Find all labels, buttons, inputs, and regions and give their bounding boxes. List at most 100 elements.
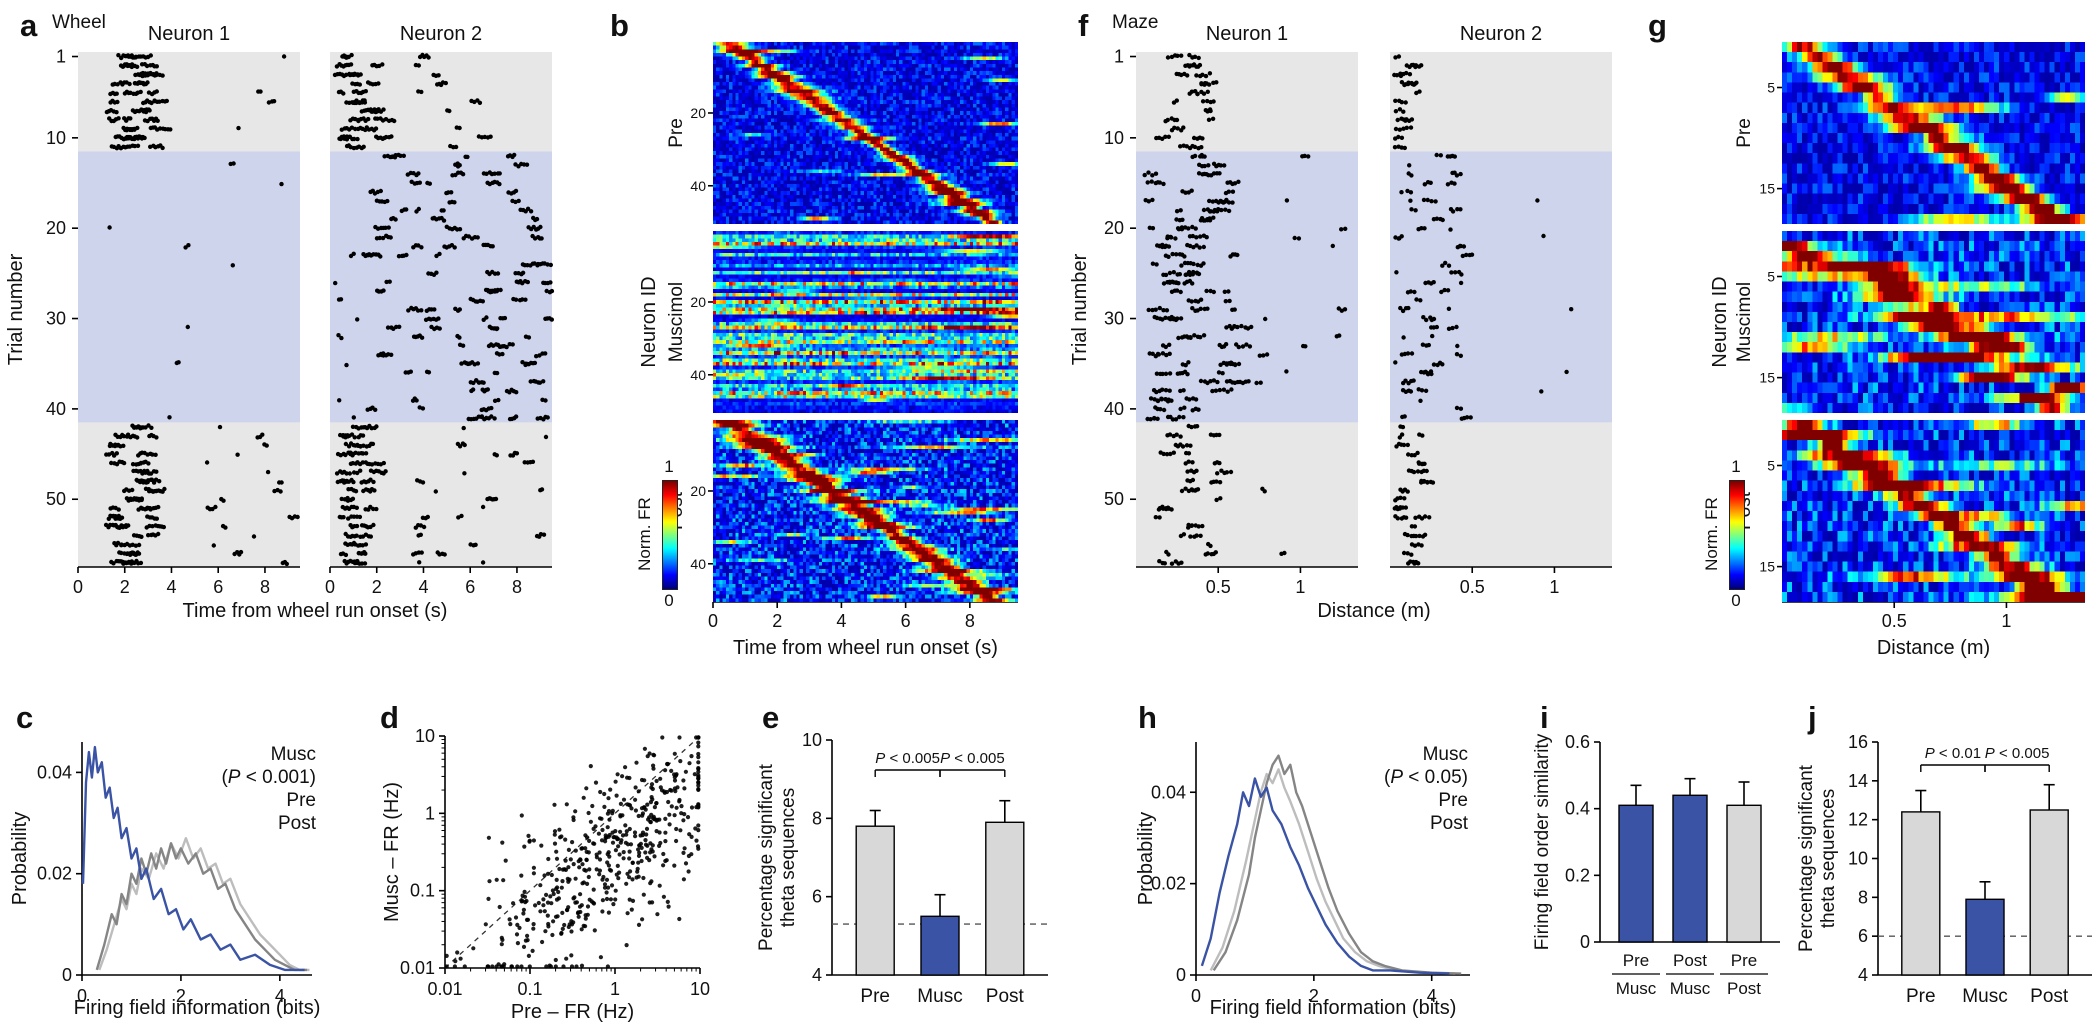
colorbar-label: Norm. FR (1702, 497, 1721, 571)
scatter-point (581, 795, 586, 800)
y-tick-label: 0.02 (37, 864, 72, 884)
scatter-point (522, 889, 527, 895)
spike-dot (115, 540, 121, 546)
scatter-point (559, 885, 564, 890)
panel-label-d: d (380, 700, 399, 735)
spike-dot (1194, 487, 1199, 493)
spike-dot (1569, 307, 1574, 312)
x-tick-label: 6 (213, 577, 223, 597)
scatter-point (574, 964, 579, 969)
spike-dot (116, 53, 121, 58)
spike-dot (1189, 299, 1194, 304)
spike-dot (354, 523, 360, 529)
spike-dot (1175, 444, 1181, 449)
spike-dot (1188, 335, 1193, 340)
scatter-point (650, 786, 655, 792)
spike-dot (362, 100, 368, 105)
scatter-point (640, 811, 646, 816)
spike-dot (1211, 378, 1217, 383)
colorbar-min: 0 (1731, 591, 1740, 610)
spike-dot (457, 335, 462, 340)
spike-dot (1190, 460, 1195, 465)
spike-dot (1454, 324, 1459, 330)
spike-dot (1414, 297, 1419, 302)
spike-dot (116, 116, 121, 121)
y-tick-label: 10 (1848, 849, 1868, 869)
scatter-point (584, 857, 589, 862)
spike-dot (1412, 81, 1418, 87)
pair-label-bottom: Post (1727, 979, 1761, 998)
spike-dot (489, 414, 494, 419)
spike-dot (135, 143, 141, 148)
y-tick-label: 12 (1848, 810, 1868, 830)
spike-dot (1210, 199, 1216, 204)
scatter-point (531, 871, 537, 876)
spike-dot (1213, 388, 1219, 393)
spike-dot (414, 398, 419, 403)
scatter-point (569, 919, 574, 924)
spike-dot (1405, 351, 1411, 356)
scatter-point (444, 953, 449, 959)
spike-dot (528, 209, 534, 214)
spike-dot (1160, 387, 1165, 392)
spike-dot (538, 224, 543, 230)
scatter-point (490, 964, 495, 969)
raster-epoch-musc (78, 151, 300, 423)
spike-dot (1148, 396, 1154, 401)
spike-dot (1454, 352, 1460, 357)
spike-dot (1208, 379, 1213, 384)
spike-dot (1397, 127, 1403, 132)
scatter-point (602, 885, 608, 890)
x-tick-label: 0.5 (1206, 577, 1231, 597)
scatter-point (642, 805, 647, 810)
scatter-point (696, 766, 701, 772)
spike-dot (260, 432, 265, 437)
spike-dot (1446, 306, 1452, 311)
panel-context-wheel: Wheel (52, 12, 106, 33)
scatter-point (696, 760, 701, 765)
spike-dot (278, 489, 283, 494)
scatter-point (553, 964, 558, 969)
scatter-point (486, 896, 491, 902)
scatter-point (564, 802, 569, 807)
y-tick-label: 14 (1848, 771, 1868, 791)
spike-dot (1178, 208, 1183, 213)
spike-dot (1303, 344, 1308, 349)
spike-dot (1396, 54, 1402, 59)
scatter-point (645, 754, 650, 759)
spike-dot (432, 307, 437, 312)
scatter-point (602, 804, 607, 810)
scatter-point (606, 796, 611, 801)
spike-dot (1434, 216, 1440, 221)
scatter-point (519, 964, 524, 969)
scatter-point (637, 843, 642, 848)
spike-dot (128, 116, 133, 121)
scatter-point (613, 848, 619, 853)
scatter-point (677, 916, 682, 922)
spike-dot (1153, 307, 1158, 312)
spike-dot (284, 561, 289, 567)
spike-dot (1402, 82, 1407, 88)
spike-dot (1207, 209, 1213, 214)
scatter-point (658, 840, 663, 846)
category-label: Post (986, 986, 1025, 1007)
spike-dot (355, 470, 360, 476)
spike-dot (1196, 524, 1201, 529)
x-tick-label: 4 (166, 577, 176, 597)
spike-dot (132, 81, 138, 86)
scatter-point (579, 846, 584, 851)
spike-dot (1222, 289, 1228, 294)
legend-item: Pre (1438, 790, 1468, 811)
spike-dot (162, 486, 167, 492)
spike-dot (1450, 325, 1455, 331)
spike-dot (1284, 198, 1290, 203)
y-tick-label: 5 (1767, 458, 1775, 474)
spike-dot (1236, 344, 1242, 350)
spike-dot (1408, 198, 1413, 203)
scatter-point (550, 888, 556, 893)
spike-dot (1440, 217, 1445, 223)
y-tick-label: 0.2 (1565, 865, 1590, 885)
spike-dot (1188, 63, 1193, 68)
scatter-point (559, 834, 564, 839)
spike-dot (1230, 189, 1236, 194)
